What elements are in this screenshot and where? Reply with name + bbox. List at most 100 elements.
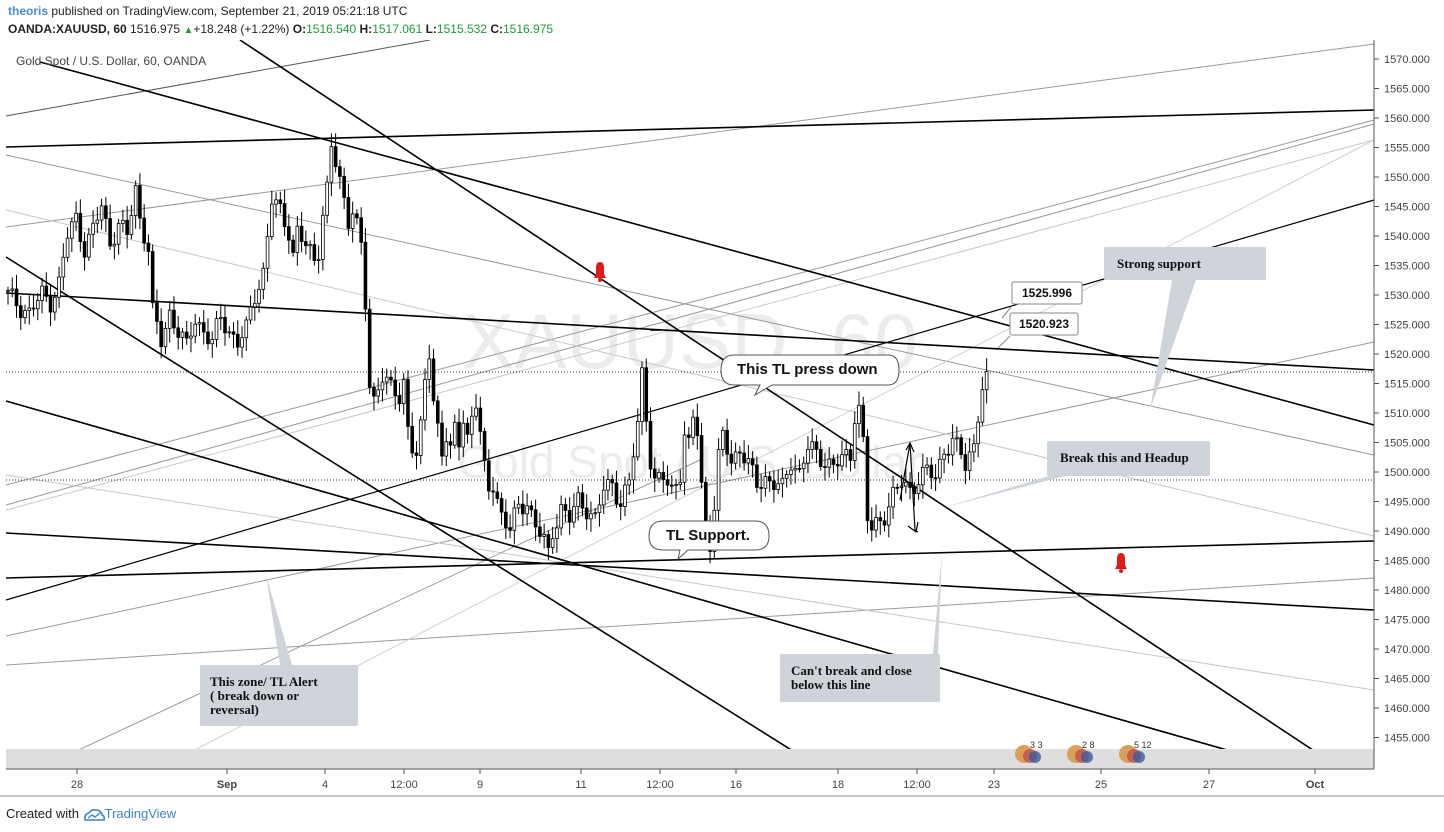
candle (567, 497, 572, 535)
candle (627, 472, 632, 495)
candle (295, 215, 300, 266)
candle (172, 296, 176, 335)
event-badge[interactable]: 5 12 (1119, 740, 1152, 763)
candle-body (265, 236, 270, 269)
candle (193, 313, 198, 344)
candle-body (495, 491, 500, 499)
candle (223, 304, 227, 346)
candle-body (810, 441, 814, 450)
candle-body (201, 322, 206, 333)
candle (669, 475, 674, 494)
candle (163, 321, 168, 355)
candle (461, 410, 466, 458)
candle-body (521, 503, 525, 515)
candle (410, 412, 415, 458)
price-label-2[interactable]: 1520.923 (997, 312, 1079, 349)
price-tick-label: 1555.000 (1384, 143, 1430, 155)
candle-body (933, 477, 938, 480)
alert-bell-icon[interactable] (594, 262, 606, 282)
candle (82, 232, 87, 271)
candle-body (418, 419, 423, 456)
candle (784, 470, 789, 488)
candle (793, 454, 797, 484)
event-badge[interactable]: 2 8 (1067, 740, 1095, 763)
candle-body (14, 288, 19, 307)
projection-arrow (899, 441, 919, 534)
candle-body (384, 376, 389, 383)
candle-body (759, 487, 763, 489)
candle-body (10, 288, 15, 291)
candle-body (329, 146, 334, 183)
price-tick-label: 1530.000 (1384, 290, 1430, 302)
candle (950, 424, 955, 466)
candle-body (869, 520, 874, 531)
candle-body (82, 241, 87, 258)
candle-body (593, 512, 597, 515)
candle (721, 426, 725, 457)
annotation-break-headup[interactable]: Break this and Headup (942, 441, 1210, 508)
time-tick-label: 4 (322, 779, 328, 791)
created-with-text: Created with (6, 806, 79, 821)
candle (916, 472, 921, 500)
candle (414, 441, 419, 470)
price-tick-label: 1460.000 (1384, 703, 1430, 715)
candle (835, 453, 840, 480)
candle-body (635, 421, 640, 458)
candle-body (733, 451, 738, 464)
price-tick-label: 1545.000 (1384, 202, 1430, 214)
candle-body (831, 458, 836, 465)
annotation-zone-alert[interactable]: This zone/ TL Alert ( break down or reve… (200, 575, 358, 726)
chart-title: Gold Spot / U.S. Dollar, 60, OANDA (16, 54, 206, 68)
price-tick-label: 1550.000 (1384, 172, 1430, 184)
candle (542, 523, 546, 549)
tradingview-link[interactable]: TradingView (104, 806, 177, 821)
alert-bell-icon[interactable] (1115, 553, 1127, 573)
trendline (5, 292, 1375, 371)
candle-body (465, 422, 470, 435)
candle (972, 434, 976, 463)
author-name[interactable]: theoris (8, 4, 49, 18)
candle (444, 427, 449, 467)
price-chart[interactable]: XAUUSD, 60 Gold Spot / U.S. Dollar (0, 40, 1444, 798)
candle-body (678, 481, 683, 486)
candle (729, 440, 734, 476)
candle-body (648, 420, 653, 470)
candle (546, 530, 551, 560)
candle (57, 266, 61, 309)
candle-body (687, 434, 691, 438)
footer: Created with TradingView (6, 806, 176, 822)
annotation-strong-support[interactable]: Strong support (1104, 247, 1266, 410)
candle (457, 408, 461, 461)
candle-body (61, 256, 66, 278)
candle (925, 457, 929, 476)
candle (984, 358, 989, 404)
candle-body (980, 389, 985, 423)
candle (299, 212, 304, 253)
candle (333, 133, 338, 173)
candle-body (410, 426, 415, 454)
candle (427, 344, 432, 393)
candle-body (946, 453, 951, 456)
candle-body (729, 453, 734, 464)
candle (593, 508, 597, 519)
candle (487, 449, 491, 500)
price-axis[interactable] (1375, 40, 1444, 770)
callout-tl-support[interactable]: TL Support. (648, 520, 770, 561)
annotation-cant-break[interactable]: Can't break and close below this line (780, 552, 942, 702)
candle-body (189, 335, 193, 339)
candle-body (589, 513, 593, 520)
candle (376, 377, 380, 404)
events-strip (6, 749, 1374, 769)
candle (14, 274, 19, 318)
price-label-1[interactable]: 1525.996 (1001, 281, 1083, 319)
event-badge[interactable]: 3 3 (1015, 740, 1043, 763)
candle-body (172, 309, 176, 329)
callout-tl-press-down[interactable]: This TL press down (720, 354, 900, 397)
candle (401, 373, 406, 415)
candle (287, 214, 291, 254)
candle (482, 427, 487, 472)
candle (908, 472, 912, 500)
candle-body (129, 215, 134, 235)
candle (601, 475, 606, 514)
grey-trendline (5, 119, 1375, 486)
